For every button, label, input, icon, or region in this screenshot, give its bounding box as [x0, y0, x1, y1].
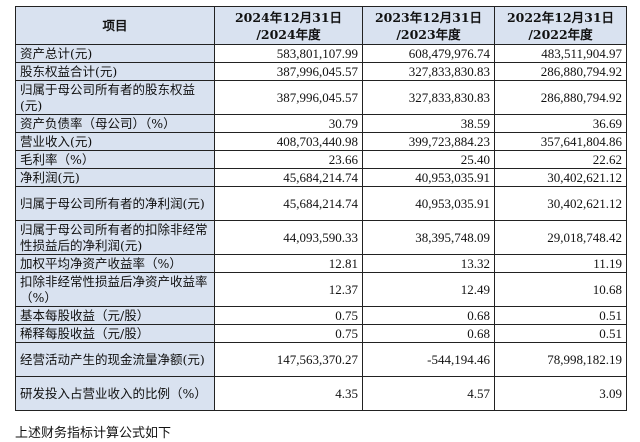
- value-2023: 0.68: [362, 306, 495, 325]
- value-2023: -544,194.46: [362, 342, 495, 377]
- value-2024: 583,801,107.99: [214, 44, 363, 63]
- table-row: 加权平均净资产收益率（%） 12.81 13.32 11.19: [15, 254, 627, 273]
- table-row: 基本每股收益（元/股） 0.75 0.68 0.51: [15, 306, 627, 325]
- table-row: 归属于母公司所有者的股东权益(元) 387,996,045.57 327,833,8…: [15, 80, 627, 115]
- value-2024: 147,563,370.27: [214, 342, 363, 377]
- table-row: 归属于母公司所有者的净利润(元) 45,684,214.74 40,953,035.…: [15, 186, 627, 221]
- value-2022: 30,402,621.12: [494, 168, 627, 187]
- table-row: 归属于母公司所有者的扣除非经常性损益后的净利润(元) 44,093,590.33 3…: [15, 220, 627, 255]
- value-2022: 3.09: [494, 376, 627, 411]
- header-2024: 2024年12月31日/2024年度: [214, 6, 363, 45]
- value-2022: 10.68: [494, 272, 627, 307]
- row-label: 股东权益合计(元): [15, 62, 215, 81]
- value-2022: 22.62: [494, 150, 627, 169]
- row-label: 营业收入(元): [15, 132, 215, 151]
- value-2024: 45,684,214.74: [214, 186, 363, 221]
- table-row: 经营活动产生的现金流量净额(元) 147,563,370.27 -544,194.4…: [15, 342, 627, 377]
- value-2023: 0.68: [362, 324, 495, 343]
- value-2022: 286,880,794.92: [494, 62, 627, 81]
- table-row: 资产负债率（母公司）（%） 30.79 38.59 36.69: [15, 114, 627, 133]
- value-2023: 327,833,830.83: [362, 62, 495, 81]
- header-2023: 2023年12月31日/2023年度: [362, 6, 495, 45]
- footnote-text: 上述财务指标计算公式如下: [15, 426, 172, 441]
- value-2022: 357,641,804.86: [494, 132, 627, 151]
- value-2024: 0.75: [214, 324, 363, 343]
- value-2023: 399,723,884.23: [362, 132, 495, 151]
- value-2024: 0.75: [214, 306, 363, 325]
- table-header-row: 项目 2024年12月31日/2024年度 2023年12月31日/2023年度…: [15, 6, 627, 45]
- row-label: 加权平均净资产收益率（%）: [15, 254, 215, 273]
- table-row: 研发投入占营业收入的比例（%） 4.35 4.57 3.09: [15, 376, 627, 411]
- row-label: 资产负债率（母公司）（%）: [15, 114, 215, 133]
- value-2024: 387,996,045.57: [214, 62, 363, 81]
- row-label: 稀释每股收益（元/股）: [15, 324, 215, 343]
- table-row: 扣除非经常性损益后净资产收益率（%） 12.37 12.49 10.68: [15, 272, 627, 307]
- row-label: 归属于母公司所有者的净利润(元): [15, 186, 215, 221]
- header-2022: 2022年12月31日/2022年度: [494, 6, 627, 45]
- value-2023: 608,479,976.74: [362, 44, 495, 63]
- value-2024: 408,703,440.98: [214, 132, 363, 151]
- header-item: 项目: [15, 6, 215, 45]
- value-2024: 44,093,590.33: [214, 220, 363, 255]
- value-2022: 29,018,748.42: [494, 220, 627, 255]
- value-2023: 13.32: [362, 254, 495, 273]
- value-2022: 11.19: [494, 254, 627, 273]
- value-2024: 12.37: [214, 272, 363, 307]
- table-row: 股东权益合计(元) 387,996,045.57 327,833,830.83 286…: [15, 62, 627, 81]
- row-label: 归属于母公司所有者的扣除非经常性损益后的净利润(元): [15, 220, 215, 255]
- value-2024: 4.35: [214, 376, 363, 411]
- value-2023: 327,833,830.83: [362, 80, 495, 115]
- row-label: 研发投入占营业收入的比例（%）: [15, 376, 215, 411]
- row-label: 净利润(元): [15, 168, 215, 187]
- value-2024: 45,684,214.74: [214, 168, 363, 187]
- row-label: 扣除非经常性损益后净资产收益率（%）: [15, 272, 215, 307]
- value-2022: 483,511,904.97: [494, 44, 627, 63]
- table-row: 稀释每股收益（元/股） 0.75 0.68 0.51: [15, 324, 627, 343]
- value-2024: 30.79: [214, 114, 363, 133]
- value-2022: 0.51: [494, 306, 627, 325]
- row-label: 基本每股收益（元/股）: [15, 306, 215, 325]
- value-2022: 78,998,182.19: [494, 342, 627, 377]
- value-2022: 0.51: [494, 324, 627, 343]
- row-label: 经营活动产生的现金流量净额(元): [15, 342, 215, 377]
- value-2023: 38,395,748.09: [362, 220, 495, 255]
- table-row: 资产总计(元) 583,801,107.99 608,479,976.74 483,5…: [15, 44, 627, 63]
- row-label: 资产总计(元): [15, 44, 215, 63]
- row-label: 归属于母公司所有者的股东权益(元): [15, 80, 215, 115]
- value-2023: 40,953,035.91: [362, 168, 495, 187]
- value-2024: 12.81: [214, 254, 363, 273]
- value-2022: 36.69: [494, 114, 627, 133]
- value-2023: 12.49: [362, 272, 495, 307]
- value-2024: 387,996,045.57: [214, 80, 363, 115]
- value-2023: 40,953,035.91: [362, 186, 495, 221]
- financial-indicators-table: 项目 2024年12月31日/2024年度 2023年12月31日/2023年度…: [15, 6, 627, 411]
- table-row: 净利润(元) 45,684,214.74 40,953,035.91 30,402,6…: [15, 168, 627, 187]
- table-row: 营业收入(元) 408,703,440.98 399,723,884.23 357,6…: [15, 132, 627, 151]
- value-2024: 23.66: [214, 150, 363, 169]
- table-row: 毛利率（%） 23.66 25.40 22.62: [15, 150, 627, 169]
- row-label: 毛利率（%）: [15, 150, 215, 169]
- value-2022: 286,880,794.92: [494, 80, 627, 115]
- value-2023: 38.59: [362, 114, 495, 133]
- value-2022: 30,402,621.12: [494, 186, 627, 221]
- table-body: 资产总计(元) 583,801,107.99 608,479,976.74 483,5…: [15, 44, 627, 411]
- value-2023: 25.40: [362, 150, 495, 169]
- value-2023: 4.57: [362, 376, 495, 411]
